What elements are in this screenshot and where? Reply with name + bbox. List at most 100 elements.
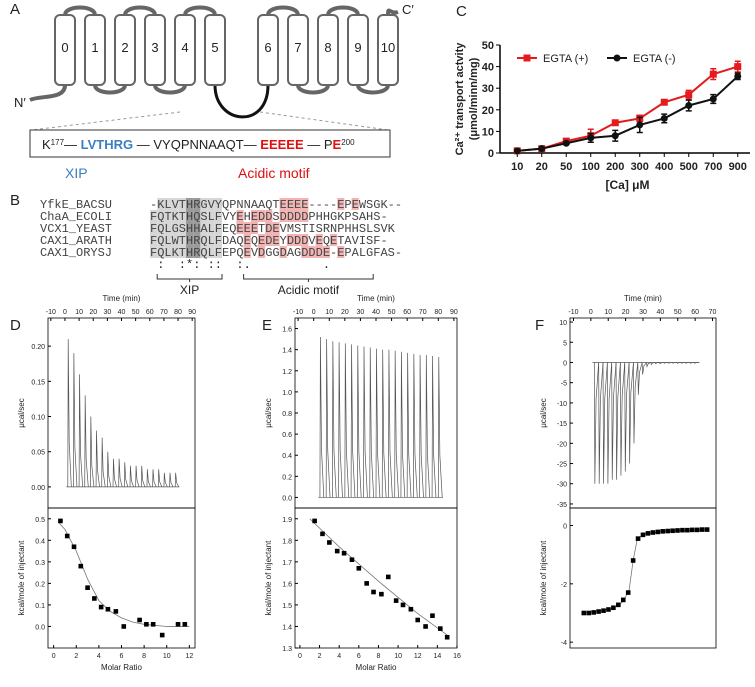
loop xyxy=(93,84,127,95)
y-tick-label: -30 xyxy=(557,482,567,489)
data-point xyxy=(675,528,680,533)
injection-peak xyxy=(667,362,673,364)
plot-frame xyxy=(47,317,196,509)
data-point xyxy=(385,574,391,580)
helix-label: 1 xyxy=(91,40,98,55)
series-line xyxy=(517,65,739,152)
x-axis-title: Time (min) xyxy=(624,294,662,303)
x-tick-label: 60 xyxy=(691,309,699,316)
topology: 0 1 2 3 4 5 6 7 8 9 10 N′ C′ K177— LVTHRG — VYQPNNAAQ… xyxy=(14,2,414,181)
x-tick-label: 60 xyxy=(403,309,411,316)
injection-peak xyxy=(163,472,168,488)
acidic-label: Acidic motif xyxy=(238,165,310,181)
data-point xyxy=(620,597,626,603)
residue-shade xyxy=(294,198,302,210)
residue-shade xyxy=(171,234,179,246)
y-tick-label: 1.6 xyxy=(282,327,292,334)
injection-peak xyxy=(118,458,123,487)
residue-shade xyxy=(157,222,165,234)
y-tick-label: 0.15 xyxy=(31,379,45,386)
y-tick-label: -35 xyxy=(557,502,567,509)
marker xyxy=(685,101,693,109)
data-point xyxy=(71,544,77,550)
x-tick-label: 10 xyxy=(604,309,612,316)
data-point xyxy=(327,540,332,545)
legend-label: EGTA (+) xyxy=(543,53,588,65)
injection-peak xyxy=(375,348,381,498)
residue-shade xyxy=(171,222,179,234)
x-tick-label: 30 xyxy=(357,309,365,316)
data-point xyxy=(105,606,111,612)
loop xyxy=(296,84,330,95)
marker xyxy=(611,132,619,140)
residue-shade xyxy=(315,246,323,258)
fit-curve xyxy=(583,529,709,614)
acidic-bracket xyxy=(243,274,374,282)
injection-peak xyxy=(169,472,174,488)
injection-peak xyxy=(129,465,134,488)
injection-peak xyxy=(112,458,117,487)
residue-shade xyxy=(193,234,201,246)
injection-peak xyxy=(350,344,356,498)
injection-peak xyxy=(95,430,100,487)
residue-shade xyxy=(193,210,201,222)
residue-shade xyxy=(214,246,222,258)
residue-shade xyxy=(193,198,201,210)
marker xyxy=(562,139,570,147)
data-point xyxy=(606,607,611,612)
residue-shade xyxy=(178,198,186,210)
sequence-part: E xyxy=(333,137,342,152)
residue-shade xyxy=(200,234,208,246)
y-tick-label: 0 xyxy=(488,148,494,160)
residue-shade xyxy=(250,210,258,222)
residue-shade xyxy=(150,222,158,234)
data-point xyxy=(349,557,355,562)
injection-peak xyxy=(419,354,424,498)
injection-peak xyxy=(344,343,350,498)
data-point xyxy=(58,518,63,524)
sequence-part: — VYQPNNAAQT— xyxy=(133,137,260,152)
x-tick-label: -10 xyxy=(568,309,578,316)
data-point xyxy=(586,610,592,616)
y-tick-label: 1.0 xyxy=(282,390,292,397)
x-tick-label: 100 xyxy=(582,161,600,173)
data-point xyxy=(591,610,596,615)
x-tick-label: 0 xyxy=(589,309,593,316)
y-tick-label: -10 xyxy=(557,401,567,408)
data-point xyxy=(64,533,70,539)
injection-peak xyxy=(394,350,399,498)
injection-peak xyxy=(135,465,140,488)
x-tick-label: 50 xyxy=(674,309,682,316)
data-point xyxy=(334,548,340,554)
injection-peak xyxy=(107,451,112,487)
y-tick-label: 1.8 xyxy=(282,538,292,545)
residue-shade xyxy=(330,234,338,246)
residue-shade xyxy=(236,222,244,234)
y-tick-label: 0.0 xyxy=(35,624,45,631)
y-tick-label: 1.2 xyxy=(282,369,292,376)
x-tick-label: 80 xyxy=(434,309,442,316)
x-tick-label: 2 xyxy=(318,653,322,660)
x-tick-label: 0 xyxy=(63,309,67,316)
y-tick-label: 0.05 xyxy=(31,450,45,457)
residue-shade xyxy=(272,222,280,234)
injection-peak xyxy=(593,362,600,484)
residue-shade xyxy=(186,222,194,234)
panel-label: F xyxy=(535,317,544,334)
helix xyxy=(144,14,166,86)
data-point xyxy=(616,602,621,608)
y-tick-label: 0 xyxy=(563,360,567,367)
data-point xyxy=(393,598,399,603)
plot-frame xyxy=(294,507,458,649)
x-axis-title: Time (min) xyxy=(357,294,395,303)
marker xyxy=(636,121,644,129)
residue-shade xyxy=(214,210,222,222)
y-tick-label: 50 xyxy=(482,40,494,52)
y-tick-label: 1.6 xyxy=(282,581,292,588)
x-tick-label: 10 xyxy=(394,653,402,660)
marker xyxy=(587,134,595,142)
x-tick-label: 4 xyxy=(97,653,101,660)
residue-shade xyxy=(157,210,165,222)
y-tick-label: 30 xyxy=(482,83,494,95)
helix-label: 0 xyxy=(61,40,68,55)
